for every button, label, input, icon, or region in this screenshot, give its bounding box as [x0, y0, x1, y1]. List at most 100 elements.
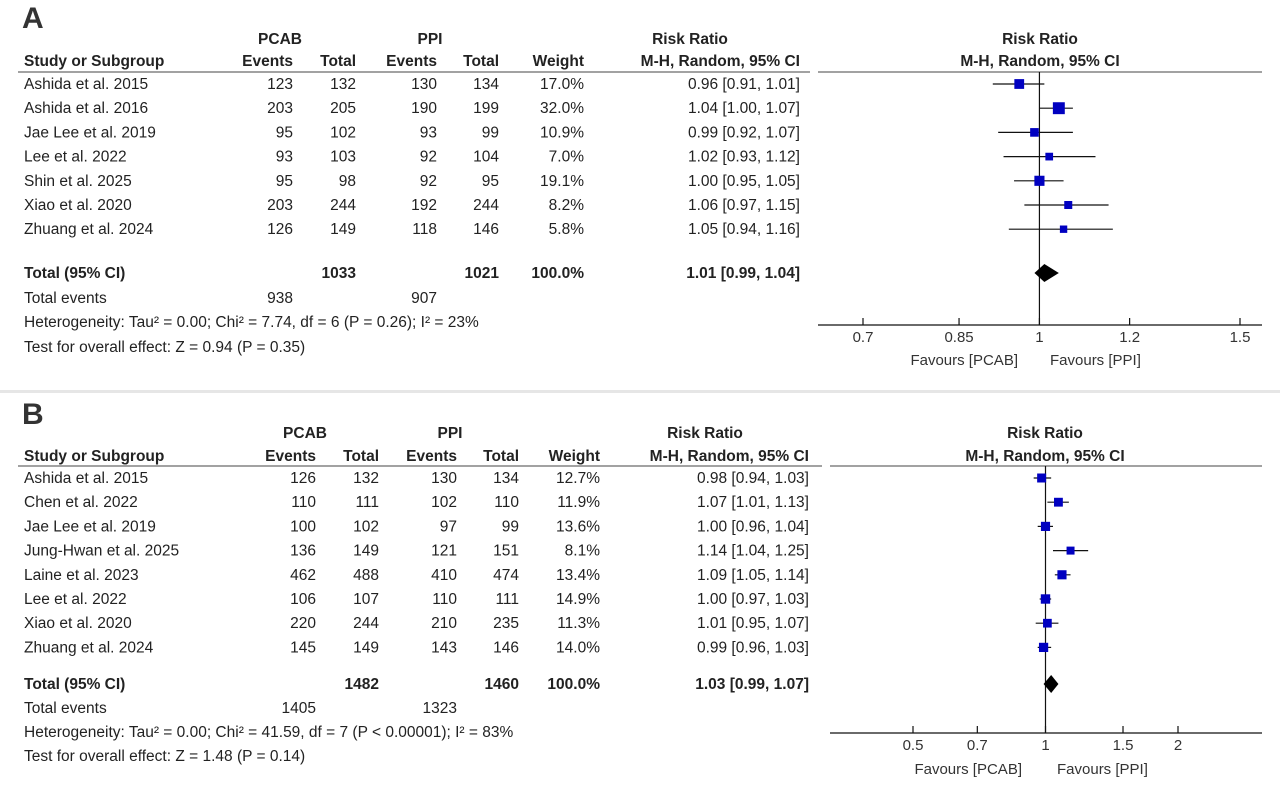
study-weight: 12.7%	[556, 470, 600, 487]
panel-letter: A	[22, 2, 44, 35]
group2-total-header: Total	[483, 448, 519, 465]
plot-title: Risk Ratio	[1007, 425, 1083, 442]
group1-total-n: 1033	[322, 265, 357, 282]
group2-events: 97	[440, 518, 457, 535]
favours-right-label: Favours [PPI]	[1050, 352, 1141, 369]
group2-events: 192	[411, 197, 437, 214]
study-effect-square	[1030, 128, 1039, 137]
study-effect-square	[1038, 642, 1049, 653]
group1-total-header: Total	[320, 53, 356, 70]
group2-header: PPI	[438, 425, 463, 442]
study-weight: 14.0%	[556, 639, 600, 656]
study-weight: 8.2%	[549, 197, 585, 214]
risk-ratio-header: Risk Ratio	[652, 31, 728, 48]
group1-total: 111	[355, 494, 379, 511]
x-axis-tick-label: 2	[1174, 737, 1182, 754]
study-name: Ashida et al. 2015	[24, 470, 148, 487]
study-effect-square	[1054, 497, 1063, 507]
group2-events: 130	[431, 470, 457, 487]
group1-events: 203	[267, 197, 293, 214]
group1-total: 103	[330, 149, 356, 166]
study-name: Shin et al. 2025	[24, 173, 132, 190]
heterogeneity-text: Heterogeneity: Tau² = 0.00; Chi² = 41.59…	[24, 724, 513, 741]
study-risk-ratio: 0.99 [0.92, 1.07]	[688, 124, 800, 141]
study-effect-square	[1043, 618, 1052, 628]
group1-events: 123	[267, 76, 293, 93]
group1-events: 203	[267, 100, 293, 117]
x-axis-tick-label: 0.5	[903, 737, 924, 754]
group2-events: 118	[412, 221, 437, 238]
group1-events: 462	[290, 567, 316, 584]
study-name: Laine et al. 2023	[24, 567, 139, 584]
x-axis-tick-label: 1.5	[1230, 329, 1251, 346]
study-risk-ratio: 1.01 [0.95, 1.07]	[697, 615, 809, 632]
group1-total-events: 1405	[282, 700, 316, 717]
study-column-header: Study or Subgroup	[24, 448, 164, 465]
x-axis-tick-label: 0.85	[944, 329, 973, 346]
total-label: Total (95% CI)	[24, 676, 125, 693]
study-weight: 11.9%	[557, 494, 600, 511]
group2-total: 146	[493, 639, 519, 656]
group1-header: PCAB	[258, 31, 302, 48]
group2-total: 134	[493, 470, 519, 487]
group1-total: 149	[353, 639, 379, 656]
group2-total: 104	[473, 149, 499, 166]
group2-total: 99	[482, 124, 499, 141]
study-weight: 11.3%	[557, 615, 600, 632]
study-name: Lee et al. 2022	[24, 149, 127, 166]
heterogeneity-text: Heterogeneity: Tau² = 0.00; Chi² = 7.74,…	[24, 314, 479, 331]
group2-events: 410	[431, 567, 457, 584]
study-risk-ratio: 0.98 [0.94, 1.03]	[697, 470, 809, 487]
study-weight: 7.0%	[549, 149, 585, 166]
study-weight: 14.9%	[556, 591, 600, 608]
study-risk-ratio: 1.14 [1.04, 1.25]	[697, 543, 809, 560]
favours-left-label: Favours [PCAB]	[914, 761, 1022, 778]
pooled-risk-ratio: 1.01 [0.99, 1.04]	[686, 265, 800, 282]
group1-total-header: Total	[343, 448, 379, 465]
study-name: Jae Lee et al. 2019	[24, 518, 156, 535]
study-effect-square	[1052, 102, 1065, 115]
study-name: Chen et al. 2022	[24, 494, 138, 511]
study-column-header: Study or Subgroup	[24, 53, 164, 70]
total-weight: 100.0%	[547, 676, 600, 693]
group2-total: 474	[493, 567, 519, 584]
study-weight: 10.9%	[540, 124, 584, 141]
forest-plot-panel-a: A PCAB PPI Risk Ratio Study or Subgroup Even…	[0, 0, 1280, 393]
study-effect-square	[1045, 152, 1054, 161]
favours-right-label: Favours [PPI]	[1057, 761, 1148, 778]
group1-total: 98	[339, 173, 356, 190]
group2-total-n: 1460	[485, 676, 519, 693]
study-name: Ashida et al. 2015	[24, 76, 148, 93]
study-weight: 13.4%	[556, 567, 600, 584]
total-label: Total (95% CI)	[24, 265, 125, 282]
study-risk-ratio: 1.09 [1.05, 1.14]	[697, 567, 809, 584]
group2-total: 111	[495, 591, 519, 608]
group2-events: 93	[420, 124, 437, 141]
study-risk-ratio: 1.00 [0.95, 1.05]	[688, 173, 800, 190]
panel-letter: B	[22, 398, 44, 431]
x-axis-tick-label: 1.2	[1119, 329, 1140, 346]
group1-events: 110	[291, 494, 316, 511]
group1-total: 205	[330, 100, 356, 117]
group2-events: 130	[411, 76, 437, 93]
group1-total-events: 938	[267, 290, 293, 307]
group1-events: 145	[290, 639, 316, 656]
study-effect-square	[1040, 521, 1051, 531]
group1-total: 244	[353, 615, 379, 632]
study-effect-square	[1034, 175, 1045, 186]
study-name: Xiao et al. 2020	[24, 197, 132, 214]
group1-events: 106	[290, 591, 316, 608]
group1-total: 149	[330, 221, 356, 238]
group2-total: 199	[473, 100, 499, 117]
overall-effect-text: Test for overall effect: Z = 0.94 (P = 0…	[24, 339, 305, 356]
pooled-risk-ratio: 1.03 [0.99, 1.07]	[695, 676, 809, 693]
forest-plot-a: PCAB PPI Risk Ratio Study or Subgroup Events…	[18, 31, 1262, 369]
group2-total: 95	[482, 173, 499, 190]
group1-total: 244	[330, 197, 356, 214]
group2-total-n: 1021	[465, 265, 500, 282]
study-name: Ashida et al. 2016	[24, 100, 148, 117]
risk-ratio-method-header: M-H, Random, 95% CI	[641, 53, 800, 70]
total-events-label: Total events	[24, 290, 107, 307]
study-weight: 19.1%	[540, 173, 584, 190]
group2-events: 210	[431, 615, 457, 632]
